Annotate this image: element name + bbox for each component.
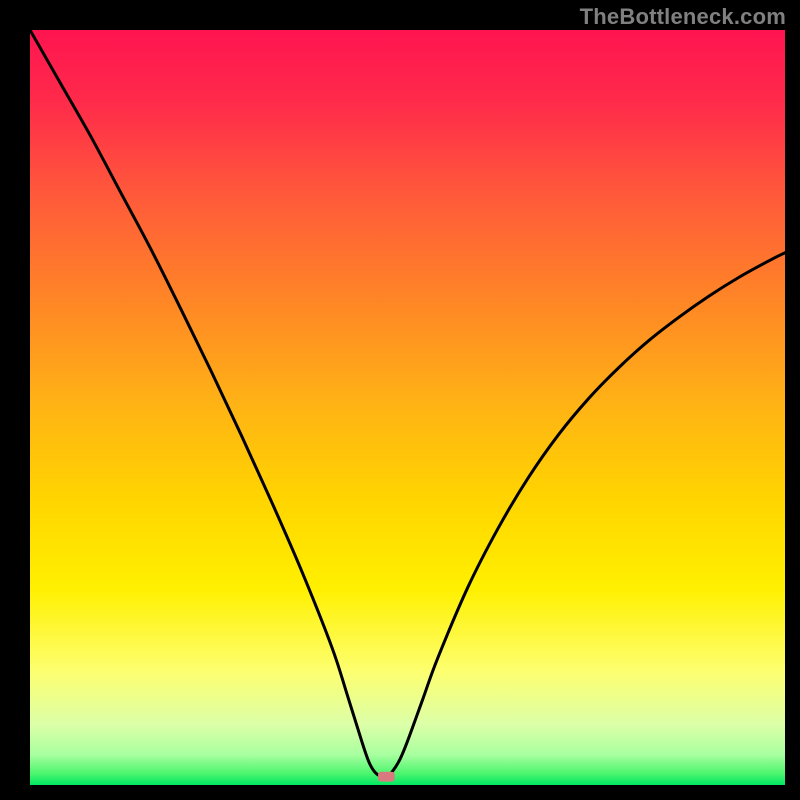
watermark-text: TheBottleneck.com bbox=[580, 4, 786, 30]
optimum-marker bbox=[378, 772, 395, 782]
gradient-plot-area bbox=[30, 30, 785, 785]
bottleneck-chart bbox=[0, 0, 800, 800]
